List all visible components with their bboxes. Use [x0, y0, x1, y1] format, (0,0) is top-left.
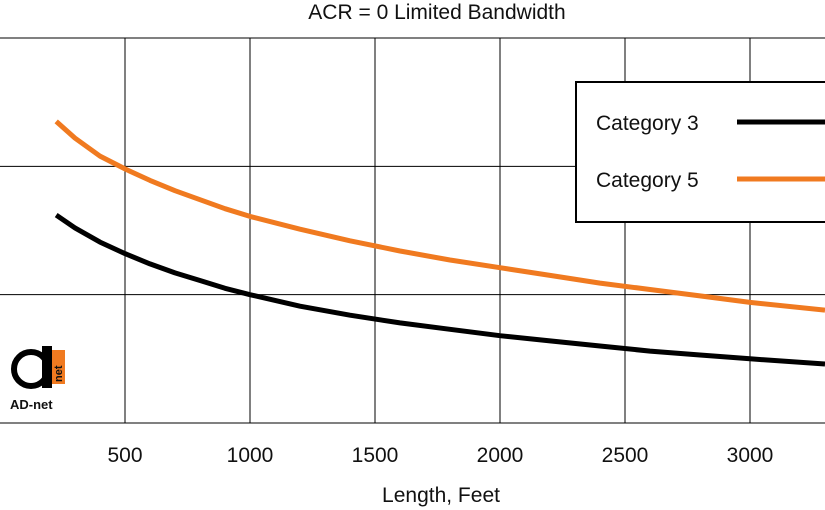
- logo-sub-text: net: [53, 365, 65, 382]
- x-tick-label: 3000: [727, 444, 774, 467]
- x-tick-label: 2000: [477, 444, 524, 467]
- x-axis-label: Length, Feet: [382, 484, 500, 507]
- x-tick-label: 1000: [227, 444, 274, 467]
- x-tick-label: 500: [107, 444, 142, 467]
- legend: Category 3 Category 5: [575, 81, 825, 223]
- series-line-category-5: [54, 119, 825, 313]
- legend-label-category-5: Category 5: [596, 169, 699, 192]
- logo-letter-a-stem: [42, 346, 52, 388]
- chart-title: ACR = 0 Limited Bandwidth: [308, 1, 565, 24]
- x-tick-label: 2500: [602, 444, 649, 467]
- series-line-category-3: [54, 213, 825, 367]
- x-tick-label: 1500: [352, 444, 399, 467]
- ad-net-logo: net AD-net: [10, 346, 65, 412]
- legend-label-category-3: Category 3: [596, 112, 699, 135]
- series-lines: [54, 119, 825, 367]
- legend-box: [575, 81, 825, 223]
- logo-sub-badge: [52, 350, 65, 384]
- logo-caption: AD-net: [10, 397, 53, 412]
- x-tick-labels: 050010001500200025003000: [107, 444, 774, 467]
